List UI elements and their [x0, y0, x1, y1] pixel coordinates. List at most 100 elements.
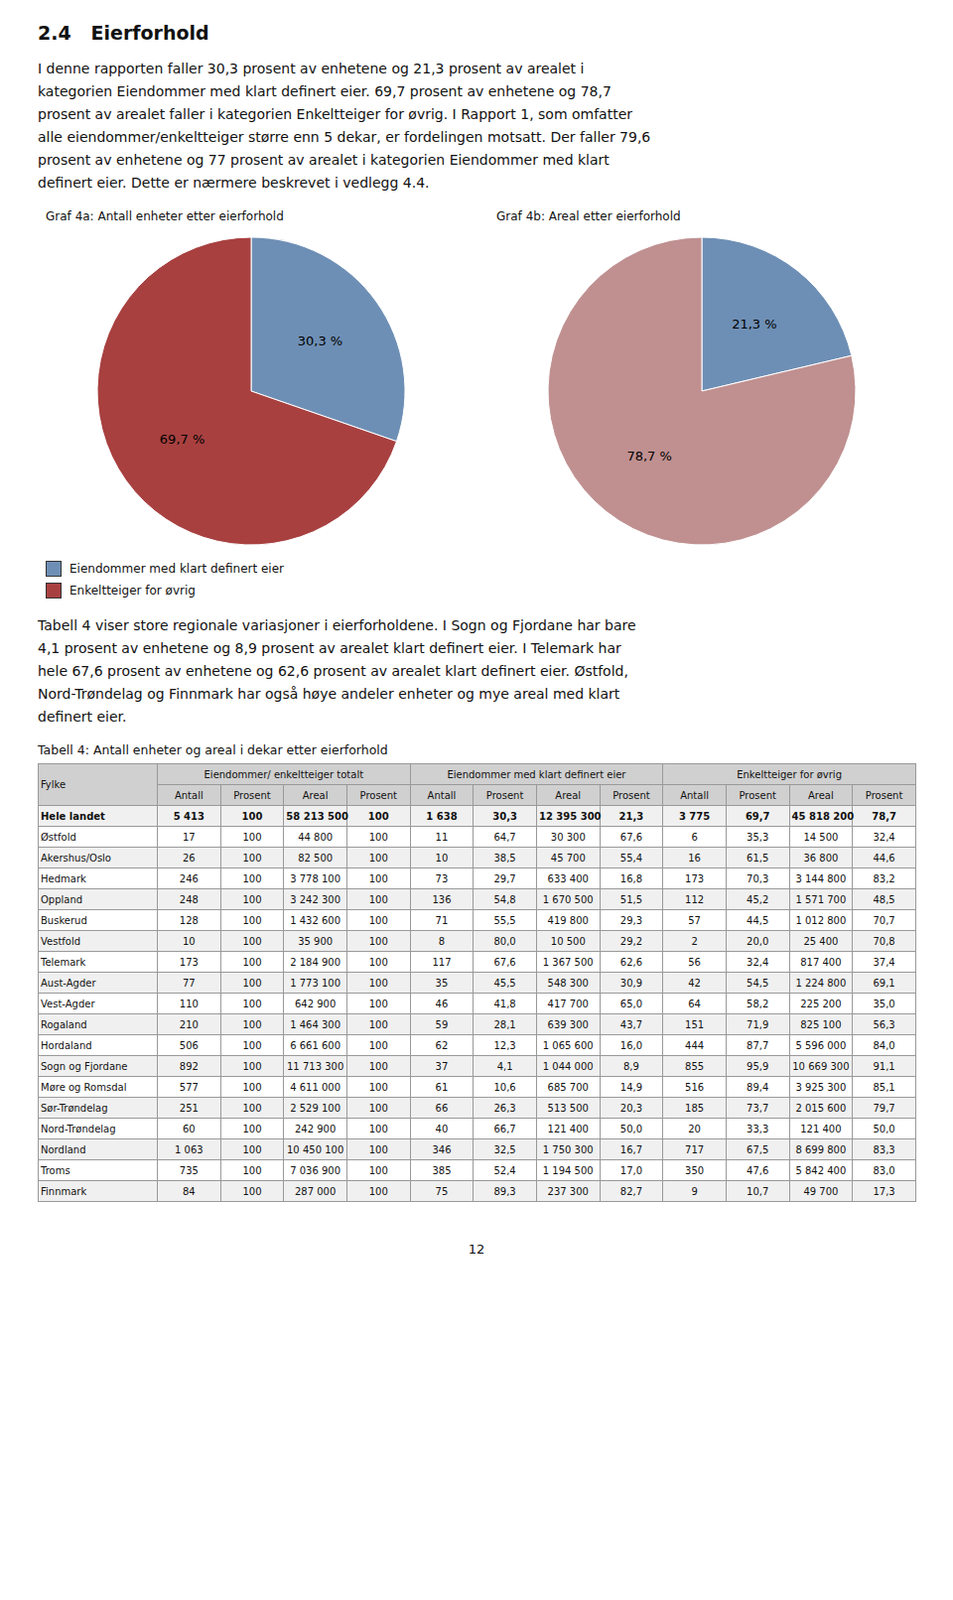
html-text:Areal: Areal: [808, 789, 834, 801]
html-text:Hele landet: Hele landet: [40, 810, 106, 822]
html-text:100: 100: [242, 831, 262, 843]
html-text:3 242 300: 3 242 300: [290, 893, 341, 905]
html-text:112: 112: [684, 893, 704, 905]
html-text:100: 100: [242, 914, 262, 926]
html-text:69,7: 69,7: [745, 810, 770, 822]
html-text:Oppland: Oppland: [40, 893, 83, 905]
html-text:Akershus/Oslo: Akershus/Oslo: [40, 852, 112, 864]
html-text:Eiendommer/ enkeltteiger total: Eiendommer/ enkeltteiger totalt: [204, 768, 364, 780]
html-text:3 144 800: 3 144 800: [795, 873, 847, 885]
html-text:Enkeltteiger for øvrig: Enkeltteiger for øvrig: [69, 583, 196, 598]
html-text:64,7: 64,7: [493, 831, 516, 843]
html-text:44 800: 44 800: [297, 831, 333, 843]
html-text:21,3: 21,3: [619, 810, 644, 822]
html-text:12: 12: [468, 1241, 485, 1257]
html-text:30,3: 30,3: [492, 810, 518, 822]
html-text:35,3: 35,3: [746, 831, 769, 843]
html-text:Prosent: Prosent: [486, 789, 524, 801]
svg-text:69,7 %: 69,7 %: [159, 431, 205, 447]
html-text:54,8: 54,8: [493, 893, 516, 905]
html-text:45,2: 45,2: [746, 893, 769, 905]
html-text:67,6: 67,6: [620, 831, 643, 843]
html-text:71: 71: [435, 914, 449, 926]
html-text:I denne rapporten faller 30,3: I denne rapporten faller 30,3 prosent av…: [37, 60, 651, 192]
html-text:70,3: 70,3: [746, 873, 769, 885]
html-text:32,4: 32,4: [872, 831, 896, 843]
html-text:45 818 200: 45 818 200: [791, 810, 854, 822]
html-text:248: 248: [179, 893, 199, 905]
html-text:Prosent: Prosent: [233, 789, 271, 801]
html-text:55,5: 55,5: [493, 914, 516, 926]
html-text:Areal: Areal: [555, 789, 581, 801]
html-text:Prosent: Prosent: [359, 789, 398, 801]
html-text:1 638: 1 638: [426, 810, 458, 822]
html-text:Antall: Antall: [680, 789, 709, 801]
html-text:17: 17: [182, 831, 196, 843]
html-text:Prosent: Prosent: [612, 789, 650, 801]
html-text:30 300: 30 300: [550, 831, 586, 843]
html-text:100: 100: [242, 852, 262, 864]
html-text:Prosent: Prosent: [739, 789, 777, 801]
html-text:11: 11: [435, 831, 449, 843]
html-text:Enkeltteiger for øvrig: Enkeltteiger for øvrig: [736, 768, 842, 780]
html-text:100: 100: [242, 873, 262, 885]
html-text:173: 173: [684, 873, 704, 885]
html-text:100: 100: [369, 873, 388, 885]
html-text:44,6: 44,6: [872, 852, 896, 864]
html-text:51,5: 51,5: [620, 893, 643, 905]
html-text:36 800: 36 800: [803, 852, 839, 864]
html-text:48,5: 48,5: [872, 893, 896, 905]
html-text:100: 100: [369, 893, 388, 905]
html-text:55,4: 55,4: [620, 852, 643, 864]
html-text:Hedmark: Hedmark: [40, 873, 87, 885]
html-text:10: 10: [435, 852, 449, 864]
html-text:100: 100: [241, 810, 263, 822]
html-text:Østfold: Østfold: [40, 831, 77, 843]
html-text:78,7: 78,7: [871, 810, 897, 822]
html-text:Eiendommer med klart definert: Eiendommer med klart definert eier: [447, 768, 626, 780]
html-text:100: 100: [368, 810, 389, 822]
html-text:Graf 4b: Areal etter eierforho: Graf 4b: Areal etter eierforhold: [496, 209, 681, 223]
html-text:Prosent: Prosent: [865, 789, 903, 801]
html-text:Tabell 4: Antall enheter og ar: Tabell 4: Antall enheter og areal i deka…: [37, 742, 388, 758]
html-text:Graf 4a: Antall enheter etter: Graf 4a: Antall enheter etter eierforhol…: [45, 209, 284, 223]
html-text:82 500: 82 500: [297, 852, 333, 864]
html-text:Tabell 4 viser store regionale: Tabell 4 viser store regionale variasjon…: [37, 617, 636, 725]
svg-text:21,3 %: 21,3 %: [731, 315, 777, 331]
html-text:16,8: 16,8: [620, 873, 643, 885]
html-text:Buskerud: Buskerud: [40, 914, 88, 926]
html-text:29,7: 29,7: [493, 873, 516, 885]
html-text:83,2: 83,2: [872, 873, 896, 885]
svg-text:78,7 %: 78,7 %: [626, 448, 672, 464]
html-text:73: 73: [435, 873, 449, 885]
html-text:100: 100: [369, 852, 388, 864]
html-text:Antall: Antall: [174, 789, 204, 801]
html-text:Areal: Areal: [302, 789, 329, 801]
html-text:Antall: Antall: [427, 789, 456, 801]
html-text:12 395 300: 12 395 300: [538, 810, 602, 822]
html-text:1 432 600: 1 432 600: [290, 914, 341, 926]
html-text:26: 26: [182, 852, 196, 864]
html-text:1 571 700: 1 571 700: [795, 893, 847, 905]
html-text:100: 100: [369, 914, 388, 926]
html-text:16: 16: [688, 852, 701, 864]
html-text:633 400: 633 400: [547, 873, 589, 885]
html-text:3 778 100: 3 778 100: [290, 873, 341, 885]
html-text:Fylke: Fylke: [40, 779, 66, 791]
html-text:128: 128: [179, 914, 199, 926]
html-text:136: 136: [432, 893, 452, 905]
html-text:246: 246: [179, 873, 199, 885]
html-text:2.4 Eierforhold: 2.4 Eierforhold: [37, 21, 210, 44]
html-text:3 775: 3 775: [678, 810, 710, 822]
html-text:5 413: 5 413: [173, 810, 205, 822]
html-text:61,5: 61,5: [746, 852, 769, 864]
html-text:58 213 500: 58 213 500: [286, 810, 349, 822]
html-text:1 670 500: 1 670 500: [542, 893, 594, 905]
html-text:100: 100: [369, 831, 388, 843]
html-text:Eiendommer med klart definert: Eiendommer med klart definert eier: [69, 561, 284, 576]
svg-text:30,3 %: 30,3 %: [297, 333, 343, 349]
html-text:45 700: 45 700: [550, 852, 586, 864]
html-text:38,5: 38,5: [493, 852, 516, 864]
html-text:14 500: 14 500: [803, 831, 839, 843]
html-text:100: 100: [242, 893, 262, 905]
